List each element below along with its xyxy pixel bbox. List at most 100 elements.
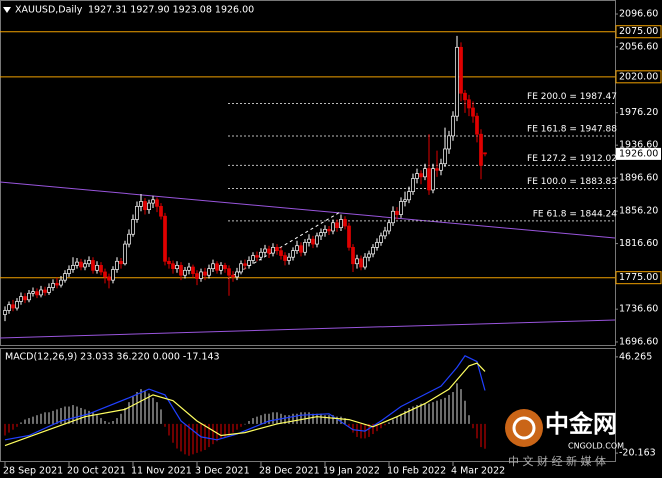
level-label: 2075.00 [619,26,658,37]
candle-body [343,219,347,227]
symbol-icon [3,7,11,13]
candle-body [123,243,127,265]
y-tick-label: 46.265 [619,351,652,362]
macd-histogram-bar [260,415,262,424]
candle-body [211,263,215,270]
macd-histogram-bar [312,413,314,424]
macd-histogram-bar [108,422,110,424]
macd-title: MACD(12,26,9) 23.033 36.220 0.000 -17.14… [5,352,220,363]
macd-histogram-bar [416,405,418,424]
macd-histogram-bar [292,413,294,424]
y-tick-label: 2056.60 [619,41,658,52]
candle-body [411,178,415,192]
macd-histogram-bar [328,415,330,424]
macd-histogram-bar [184,423,186,455]
macd-histogram-bar [236,423,238,430]
candle-body [167,260,171,265]
macd-histogram-bar [112,421,114,424]
macd-histogram-bar [408,407,410,424]
macd-histogram-bar [20,422,22,424]
candle-body [227,268,231,276]
macd-histogram-bar [476,423,478,439]
macd-histogram-bar [440,399,442,424]
candle-body [235,271,239,278]
macd-histogram-bar [404,410,406,424]
candle-body [207,268,211,276]
candle-body [327,228,331,232]
candle-body [475,115,479,135]
candle-body [127,233,131,245]
chart-title: XAUUSD,Daily [15,5,83,16]
candle-body [151,199,155,204]
candle-body [471,107,475,117]
candle-body [75,261,79,266]
candle-body [199,271,203,279]
macd-histogram-bar [256,416,258,424]
candle-body [451,115,455,137]
macd-histogram-bar [352,423,354,433]
macd-histogram-bar [76,406,78,424]
macd-histogram-bar [268,413,270,424]
macd-histogram-bar [336,416,338,424]
macd-histogram-bar [144,390,146,424]
candle-body [39,289,43,296]
y-tick-label: 1696.60 [619,336,658,347]
macd-histogram-bar [232,423,234,433]
x-tick-label: 28 Dec 2021 [259,466,320,477]
candle-body [447,135,451,150]
candle-body [3,310,7,315]
candle-body [287,256,291,261]
candle-body [95,265,99,271]
macd-histogram-bar [28,418,30,424]
macd-histogram-bar [200,423,202,452]
macd-histogram-bar [40,413,42,424]
macd-histogram-bar [224,423,226,437]
macd-histogram-bar [68,406,70,424]
y-tick-label: 1936.60 [619,140,658,151]
y-tick-label: 1816.60 [619,238,658,249]
logo-slogan: 中 文 财 经 新 媒 体 [508,454,606,468]
level-label: 1775.00 [619,272,658,283]
macd-histogram-bar [396,416,398,424]
macd-histogram-bar [60,407,62,424]
logo-circle [505,409,543,447]
candle-body [251,255,255,261]
candle-body [431,168,435,191]
macd-histogram-bar [324,415,326,424]
macd-histogram-bar [204,423,206,450]
macd-histogram-bar [244,423,246,425]
candle-body [331,222,335,232]
macd-histogram-bar [452,392,454,424]
candle-body [175,265,179,270]
macd-histogram-bar [240,423,242,427]
y-tick-label: 1896.60 [619,172,658,183]
candle-body [183,269,187,276]
candle-body [463,92,467,101]
candle-body [219,265,223,271]
macd-histogram-bar [368,423,370,437]
macd-panel-border [0,348,616,462]
macd-histogram-bar [164,423,166,427]
macd-histogram-bar [12,423,14,430]
macd-histogram-bar [472,423,474,429]
macd-histogram-bar [148,393,150,424]
candle-body [131,219,135,235]
candle-body [319,232,323,237]
candle-body [87,260,91,265]
ohlc-readout: 1927.31 1927.90 1923.08 1926.00 [88,5,254,16]
logo-site: CNGOLD.COM [568,442,624,451]
macd-histogram-bar [124,407,126,424]
candle-body [279,250,283,256]
macd-histogram-bar [120,413,122,424]
candle-body [63,273,67,281]
candle-body [359,258,363,268]
x-tick-label: 3 Dec 2021 [195,466,250,477]
candle-body [255,255,259,258]
macd-histogram-bar [136,392,138,424]
candle-body [263,248,267,253]
candle-body [347,225,351,248]
candle-body [375,242,379,248]
candle-body [35,291,39,296]
logo-name: 中金网 [545,410,617,438]
candle-body [239,263,243,273]
